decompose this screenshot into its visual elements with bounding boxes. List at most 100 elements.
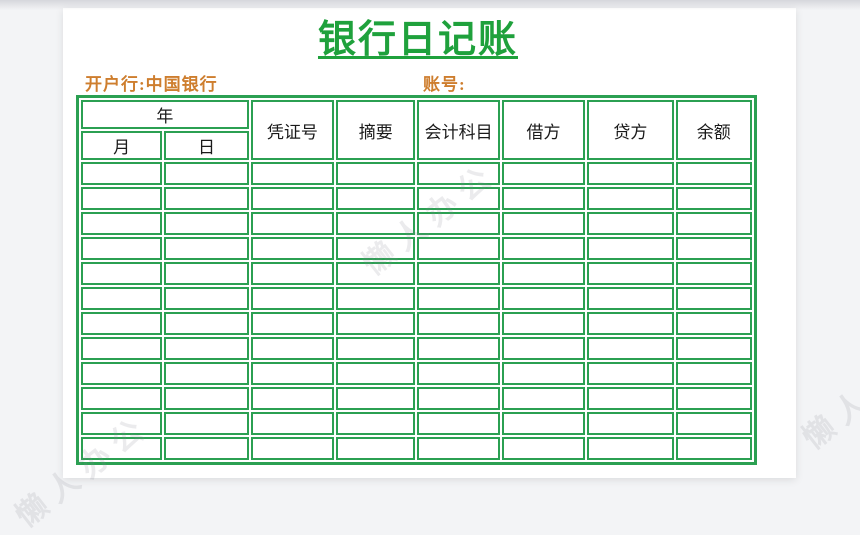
empty-cell[interactable]	[587, 162, 674, 185]
empty-cell[interactable]	[336, 287, 416, 310]
empty-cell[interactable]	[250, 262, 335, 285]
empty-cell[interactable]	[164, 337, 249, 360]
empty-cell[interactable]	[250, 312, 335, 335]
empty-cell[interactable]	[675, 387, 752, 410]
empty-cell[interactable]	[81, 162, 163, 185]
empty-cell[interactable]	[417, 237, 500, 260]
table-row	[81, 412, 752, 435]
empty-cell[interactable]	[81, 237, 163, 260]
empty-cell[interactable]	[587, 312, 674, 335]
empty-cell[interactable]	[164, 237, 249, 260]
empty-cell[interactable]	[81, 387, 163, 410]
empty-cell[interactable]	[675, 412, 752, 435]
empty-cell[interactable]	[587, 237, 674, 260]
empty-cell[interactable]	[501, 412, 586, 435]
empty-cell[interactable]	[675, 337, 752, 360]
empty-cell[interactable]	[417, 262, 500, 285]
empty-cell[interactable]	[336, 437, 416, 460]
empty-cell[interactable]	[164, 437, 249, 460]
empty-cell[interactable]	[164, 412, 249, 435]
empty-cell[interactable]	[501, 262, 586, 285]
account-number-label: 账号:	[423, 75, 466, 94]
empty-cell[interactable]	[250, 362, 335, 385]
empty-cell[interactable]	[675, 287, 752, 310]
empty-cell[interactable]	[250, 162, 335, 185]
empty-cell[interactable]	[501, 287, 586, 310]
empty-cell[interactable]	[336, 362, 416, 385]
empty-cell[interactable]	[164, 162, 249, 185]
empty-cell[interactable]	[501, 312, 586, 335]
empty-cell[interactable]	[250, 337, 335, 360]
empty-cell[interactable]	[501, 237, 586, 260]
empty-cell[interactable]	[81, 337, 163, 360]
empty-cell[interactable]	[587, 187, 674, 210]
empty-cell[interactable]	[675, 237, 752, 260]
empty-cell[interactable]	[501, 437, 586, 460]
empty-cell[interactable]	[417, 337, 500, 360]
empty-cell[interactable]	[675, 362, 752, 385]
empty-cell[interactable]	[587, 387, 674, 410]
empty-cell[interactable]	[417, 212, 500, 235]
empty-cell[interactable]	[164, 287, 249, 310]
empty-cell[interactable]	[587, 437, 674, 460]
empty-cell[interactable]	[250, 287, 335, 310]
empty-cell[interactable]	[587, 337, 674, 360]
empty-cell[interactable]	[336, 237, 416, 260]
empty-cell[interactable]	[336, 262, 416, 285]
empty-cell[interactable]	[81, 362, 163, 385]
empty-cell[interactable]	[81, 212, 163, 235]
empty-cell[interactable]	[336, 162, 416, 185]
empty-cell[interactable]	[675, 212, 752, 235]
empty-cell[interactable]	[250, 212, 335, 235]
empty-cell[interactable]	[417, 412, 500, 435]
empty-cell[interactable]	[675, 187, 752, 210]
empty-cell[interactable]	[164, 262, 249, 285]
empty-cell[interactable]	[675, 312, 752, 335]
empty-cell[interactable]	[336, 312, 416, 335]
empty-cell[interactable]	[81, 312, 163, 335]
empty-cell[interactable]	[501, 212, 586, 235]
empty-cell[interactable]	[250, 412, 335, 435]
empty-cell[interactable]	[417, 312, 500, 335]
empty-cell[interactable]	[417, 162, 500, 185]
empty-cell[interactable]	[587, 362, 674, 385]
empty-cell[interactable]	[250, 387, 335, 410]
empty-cell[interactable]	[81, 412, 163, 435]
empty-cell[interactable]	[164, 387, 249, 410]
empty-cell[interactable]	[81, 262, 163, 285]
empty-cell[interactable]	[164, 362, 249, 385]
empty-cell[interactable]	[501, 337, 586, 360]
empty-cell[interactable]	[336, 212, 416, 235]
empty-cell[interactable]	[250, 437, 335, 460]
empty-cell[interactable]	[417, 437, 500, 460]
empty-cell[interactable]	[417, 387, 500, 410]
empty-cell[interactable]	[164, 212, 249, 235]
empty-cell[interactable]	[501, 162, 586, 185]
empty-cell[interactable]	[417, 287, 500, 310]
journal-table-wrap: 年 凭证号 摘要 会计科目 借方 贷方 余额 月 日	[76, 95, 757, 465]
empty-cell[interactable]	[501, 187, 586, 210]
empty-cell[interactable]	[587, 262, 674, 285]
empty-cell[interactable]	[336, 387, 416, 410]
empty-cell[interactable]	[81, 437, 163, 460]
empty-cell[interactable]	[675, 437, 752, 460]
empty-cell[interactable]	[587, 412, 674, 435]
empty-cell[interactable]	[336, 412, 416, 435]
empty-cell[interactable]	[675, 162, 752, 185]
empty-cell[interactable]	[587, 287, 674, 310]
empty-cell[interactable]	[81, 187, 163, 210]
empty-cell[interactable]	[336, 187, 416, 210]
empty-cell[interactable]	[164, 187, 249, 210]
empty-cell[interactable]	[587, 212, 674, 235]
empty-cell[interactable]	[501, 362, 586, 385]
empty-cell[interactable]	[81, 287, 163, 310]
empty-cell[interactable]	[417, 187, 500, 210]
empty-cell[interactable]	[501, 387, 586, 410]
empty-cell[interactable]	[675, 262, 752, 285]
empty-cell[interactable]	[250, 187, 335, 210]
empty-cell[interactable]	[164, 312, 249, 335]
empty-cell[interactable]	[250, 237, 335, 260]
empty-cell[interactable]	[336, 337, 416, 360]
table-row	[81, 187, 752, 210]
empty-cell[interactable]	[417, 362, 500, 385]
